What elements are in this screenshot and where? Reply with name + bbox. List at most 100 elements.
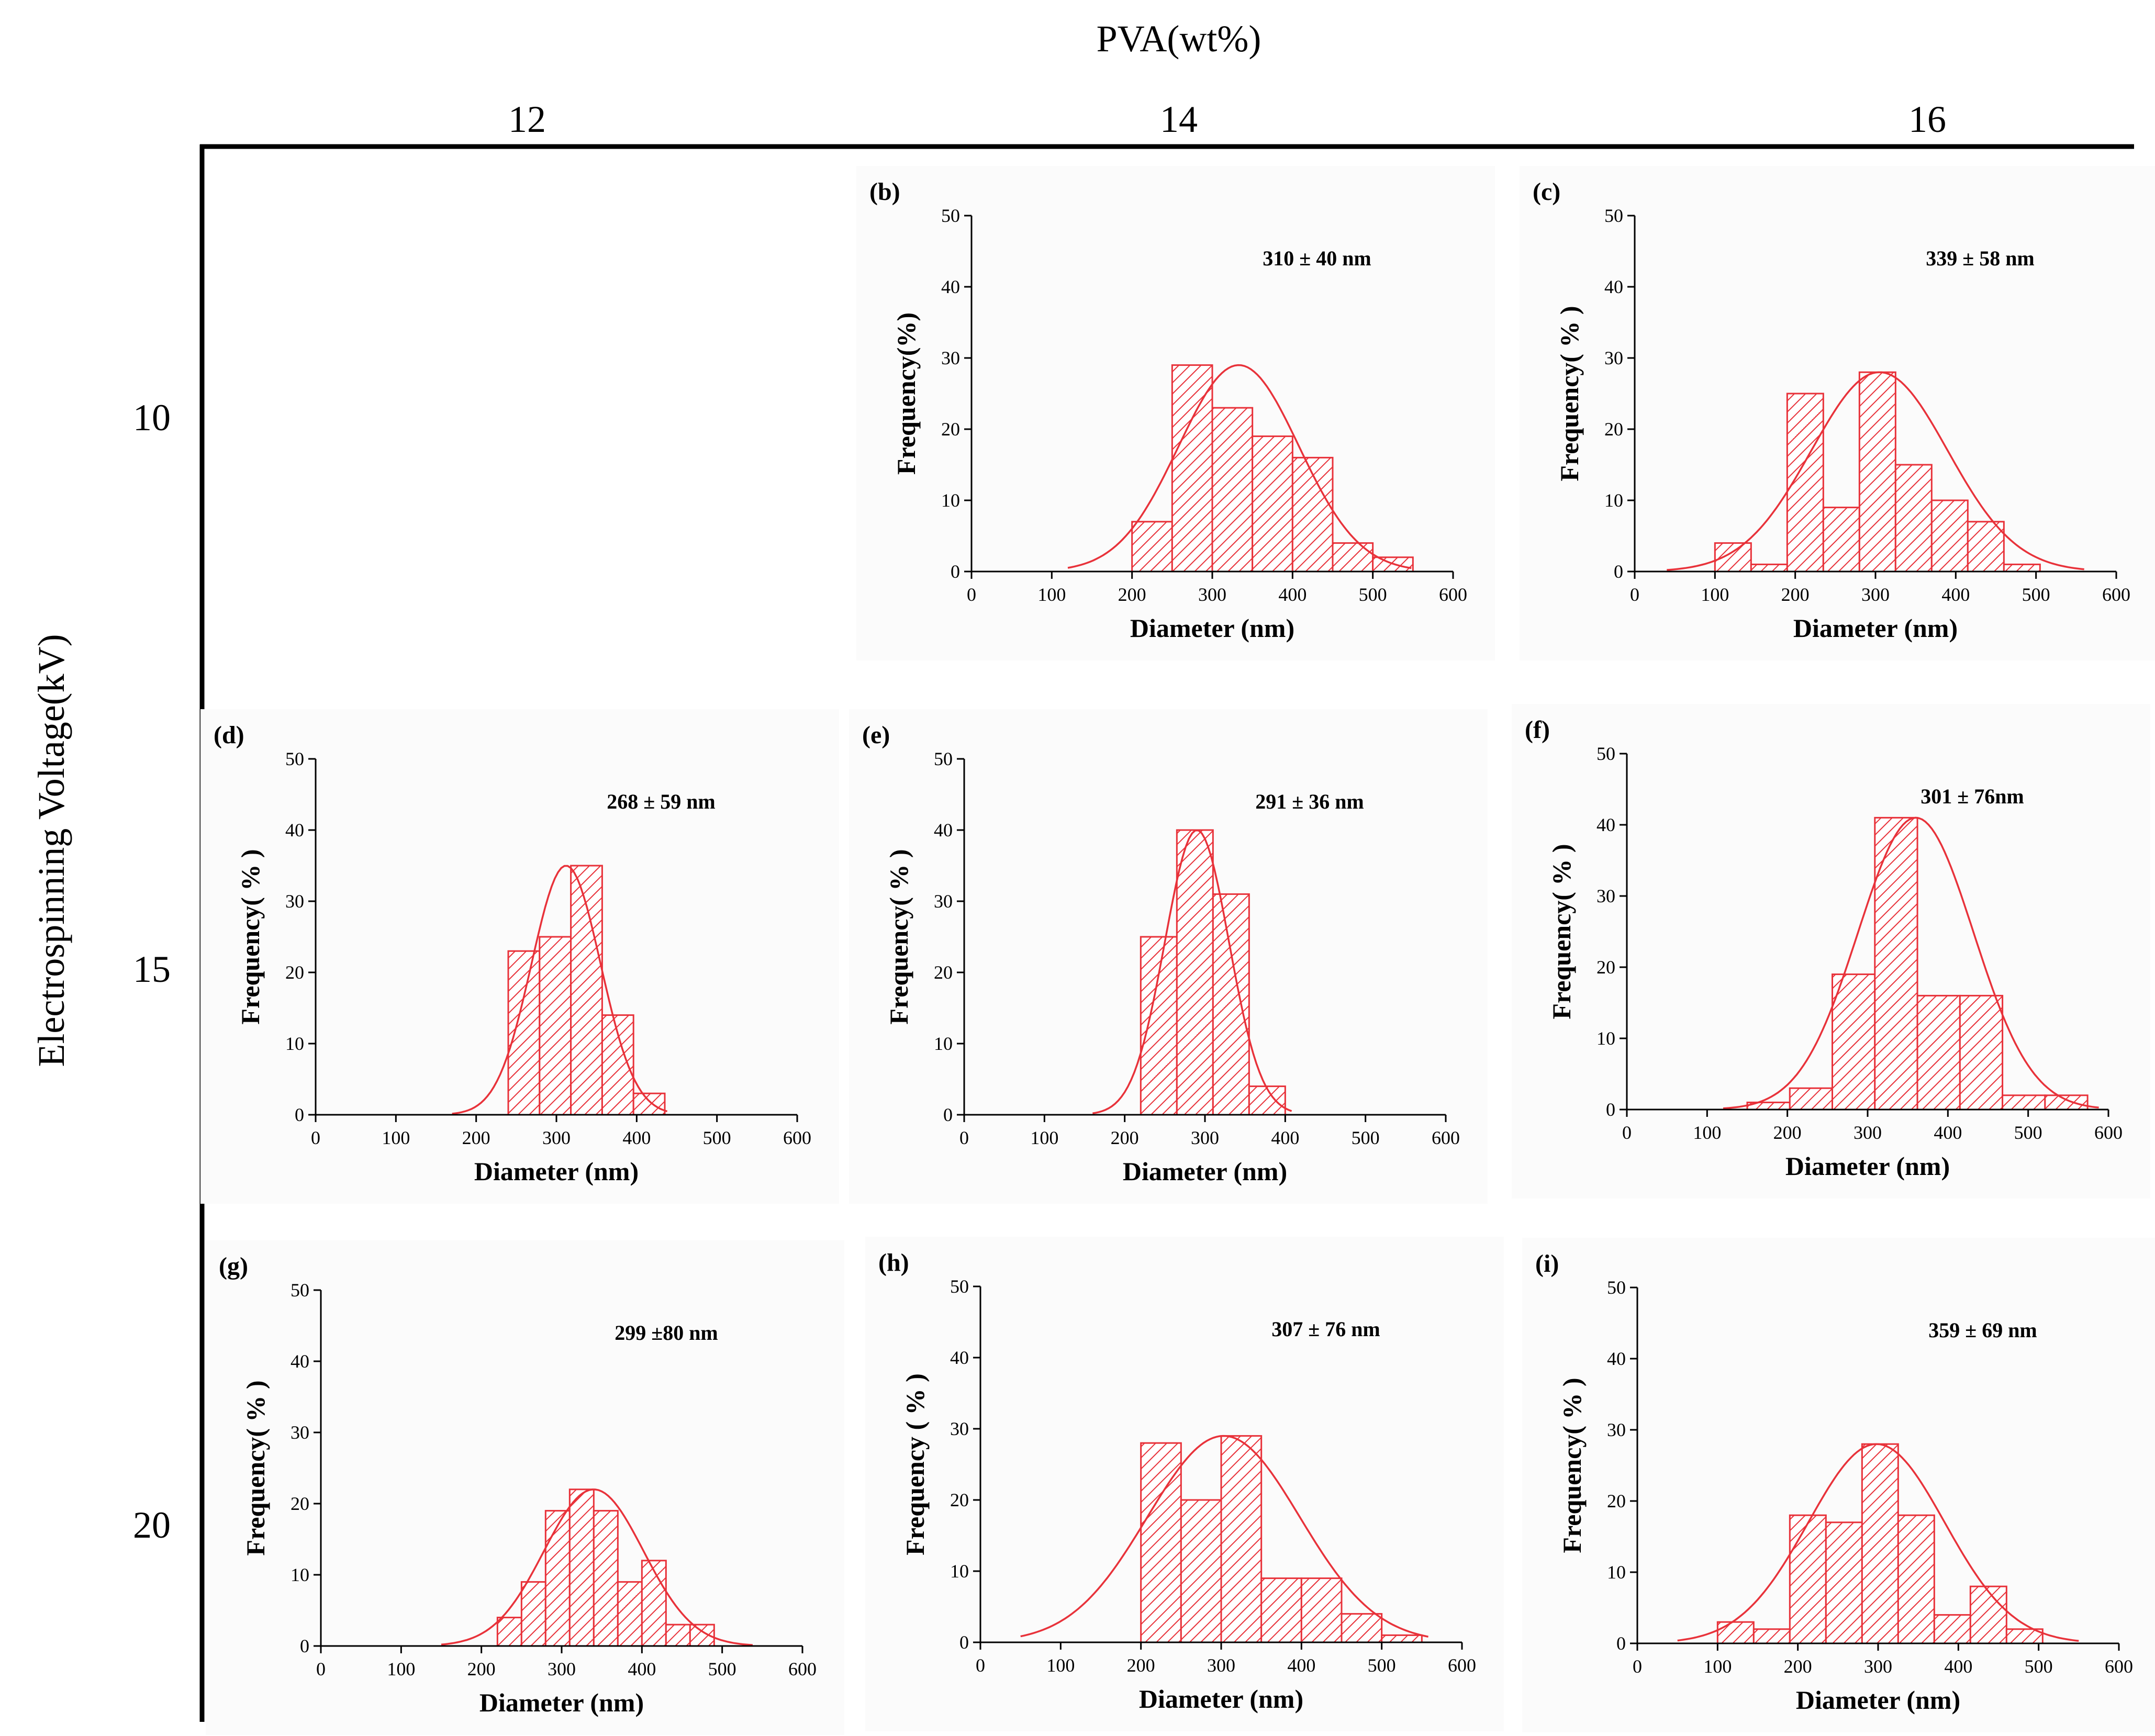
normal-fit-curve xyxy=(1677,1443,2079,1642)
panel-label: (f) xyxy=(1525,716,1550,744)
histogram-bar xyxy=(1930,499,1969,573)
panel-label: (g) xyxy=(219,1252,248,1280)
histogram-bar xyxy=(617,1581,643,1647)
y-tick-label: 20 xyxy=(1596,957,1615,978)
x-tick-label: 100 xyxy=(1030,1127,1058,1148)
x-axis-title: Diameter (nm) xyxy=(479,1688,644,1717)
histogram-bar xyxy=(1171,364,1213,573)
y-tick-label: 40 xyxy=(1604,276,1623,297)
y-tick-label: 0 xyxy=(295,1104,304,1125)
x-tick-label: 200 xyxy=(1781,584,1810,605)
y-tick-label: 30 xyxy=(941,348,960,368)
y-axis-title: Frequency(%) xyxy=(891,312,921,475)
y-tick-label: 40 xyxy=(941,276,960,297)
y-tick-label: 30 xyxy=(934,891,953,912)
histogram-bar xyxy=(1933,1614,1971,1644)
histogram-bar xyxy=(1822,507,1860,573)
y-tick-label: 50 xyxy=(1596,743,1615,764)
panel-label: (c) xyxy=(1533,178,1560,206)
panel-label: (b) xyxy=(869,178,900,206)
y-tick-label: 10 xyxy=(1604,490,1623,511)
y-tick-label: 50 xyxy=(285,748,304,769)
histogram-bar xyxy=(539,936,572,1116)
histogram-bar xyxy=(1752,1628,1791,1644)
x-tick-label: 100 xyxy=(382,1127,410,1148)
x-tick-label: 0 xyxy=(1622,1122,1632,1143)
histogram-bar xyxy=(1825,1521,1863,1644)
x-tick-label: 100 xyxy=(1037,584,1066,605)
histogram-bar xyxy=(1894,464,1933,573)
y-tick-label: 40 xyxy=(1596,814,1615,835)
x-tick-label: 500 xyxy=(2025,1656,2053,1677)
panel-background xyxy=(1512,704,2150,1199)
histogram-panel-f: 0 100 200 300 400 500 600 0 10 20 30 40 50 Diameter (… xyxy=(1512,704,2150,1199)
histogram-bar xyxy=(1180,1499,1222,1643)
x-tick-label: 300 xyxy=(1198,584,1226,605)
y-tick-label: 10 xyxy=(291,1564,309,1585)
y-axis-title: Frequency( % ) xyxy=(236,849,265,1024)
y-axis-title: Frequency ( % ) xyxy=(900,1373,930,1555)
x-tick-label: 300 xyxy=(548,1659,576,1679)
histogram-bar xyxy=(1789,1514,1827,1644)
voltage-axis-title: Electrospinning Voltage(kV) xyxy=(30,634,72,1067)
normal-fit-curve xyxy=(1667,371,2084,571)
panel-background xyxy=(1520,166,2155,660)
x-tick-label: 600 xyxy=(1432,1127,1460,1148)
mean-sd-annotation: 359 ± 69 nm xyxy=(1928,1318,2037,1342)
histogram-panel-g: 0 100 200 300 400 500 600 0 10 20 30 40 50 Diameter (… xyxy=(206,1240,844,1735)
column-header-16: 16 xyxy=(1908,98,1946,140)
mean-sd-annotation: 307 ± 76 nm xyxy=(1271,1317,1380,1341)
x-tick-label: 600 xyxy=(783,1127,811,1148)
x-tick-label: 600 xyxy=(1439,584,1467,605)
panel-background xyxy=(865,1237,1504,1731)
x-tick-label: 500 xyxy=(708,1659,736,1679)
x-tick-label: 300 xyxy=(542,1127,571,1148)
normal-fit-curve xyxy=(1020,1435,1428,1638)
x-axis-title: Diameter (nm) xyxy=(1139,1684,1303,1713)
row-header-20: 20 xyxy=(133,1504,171,1546)
histogram-bar xyxy=(1140,936,1178,1116)
histogram-bar xyxy=(1211,407,1254,573)
y-tick-label: 50 xyxy=(1604,205,1623,226)
mean-sd-annotation: 299 ±80 nm xyxy=(615,1321,718,1345)
x-tick-label: 400 xyxy=(1271,1127,1299,1148)
x-tick-label: 400 xyxy=(1944,1656,1972,1677)
histogram-bar xyxy=(1260,1577,1302,1643)
histogram-bar xyxy=(1131,521,1173,573)
x-tick-label: 300 xyxy=(1861,584,1890,605)
y-tick-label: 10 xyxy=(285,1033,304,1054)
y-tick-label: 0 xyxy=(959,1632,969,1653)
y-tick-label: 10 xyxy=(941,490,960,511)
y-tick-label: 30 xyxy=(1607,1419,1626,1440)
x-tick-label: 500 xyxy=(1359,584,1387,605)
histogram-bar xyxy=(520,1581,546,1647)
x-tick-label: 500 xyxy=(2014,1122,2042,1143)
column-header-14: 14 xyxy=(1160,98,1198,140)
y-tick-label: 10 xyxy=(1607,1562,1626,1583)
histogram-bar xyxy=(1916,994,1961,1111)
y-tick-label: 40 xyxy=(285,820,304,841)
x-axis-title: Diameter (nm) xyxy=(1130,613,1294,643)
pva-axis-title: PVA(wt%) xyxy=(1097,18,1261,60)
x-tick-label: 500 xyxy=(703,1127,731,1148)
panel-label: (e) xyxy=(862,721,890,749)
x-tick-label: 0 xyxy=(967,584,976,605)
x-tick-label: 0 xyxy=(959,1127,969,1148)
y-tick-label: 50 xyxy=(934,748,953,769)
y-axis-title: Frequency( % ) xyxy=(1555,306,1584,481)
x-tick-label: 0 xyxy=(316,1659,326,1679)
histogram-bar xyxy=(496,1617,522,1647)
x-tick-label: 400 xyxy=(1278,584,1307,605)
histogram-panel-e: 0 100 200 300 400 500 600 0 10 20 30 40 50 Diameter (… xyxy=(849,709,1488,1204)
y-tick-label: 50 xyxy=(291,1280,309,1301)
histogram-bar xyxy=(593,1510,619,1647)
y-tick-label: 20 xyxy=(1607,1491,1626,1511)
x-axis-title: Diameter (nm) xyxy=(1796,1685,1960,1715)
y-tick-label: 20 xyxy=(1604,419,1623,440)
histogram-bar xyxy=(1969,1585,2007,1644)
histogram-bar xyxy=(1959,994,2004,1111)
row-header-10: 10 xyxy=(133,397,171,439)
panel-background xyxy=(206,1240,844,1735)
histogram-panel-h: 0 100 200 300 400 500 600 0 10 20 30 40 50 Diameter (… xyxy=(865,1237,1504,1731)
x-tick-label: 500 xyxy=(1352,1127,1380,1148)
